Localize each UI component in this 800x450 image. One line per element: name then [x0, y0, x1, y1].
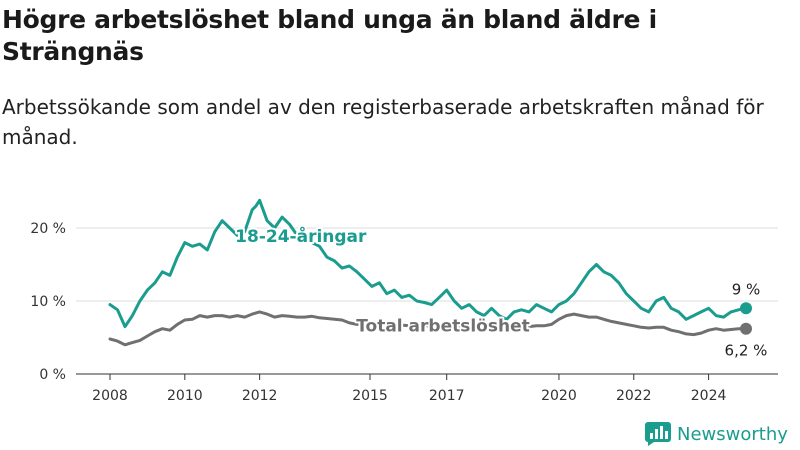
- y-tick-label: 10 %: [30, 294, 66, 310]
- series-line: [108, 310, 748, 347]
- series-layer: [108, 198, 752, 347]
- chart-subtitle: Arbetssökande som andel av den registerb…: [2, 95, 764, 149]
- y-tick-label: 0 %: [39, 367, 66, 383]
- x-tick-label: 2012: [242, 388, 278, 404]
- series-end-point: [740, 302, 752, 315]
- chart-title: Högre arbetslöshet bland unga än bland ä…: [2, 5, 657, 66]
- series-end-point: [740, 322, 752, 335]
- x-tick-label: 2015: [352, 388, 388, 404]
- x-tick-label: 2017: [429, 388, 465, 404]
- x-tick-label: 2020: [541, 388, 577, 404]
- bar-chart-logo-icon: [645, 422, 671, 446]
- series-end-label: 9 %: [732, 280, 761, 298]
- axes: 0 % 10 % 20 % 2008 2010 2012 2015 2017 2020 2022 2…: [30, 221, 778, 404]
- series-labels: 9 % 6,2 % 18-24-åringar Total arbetslöshet: [233, 223, 768, 360]
- brand-logo: Newsworthy: [645, 419, 788, 449]
- x-tick-label: 2008: [92, 388, 128, 404]
- brand-name: Newsworthy: [677, 423, 788, 445]
- series-name-label: 18-24-åringar: [235, 225, 367, 247]
- series-end-label: 6,2 %: [725, 342, 768, 360]
- x-tick-label: 2010: [167, 388, 203, 404]
- x-tick-label: 2024: [691, 388, 727, 404]
- series-name-label: Total arbetslöshet: [356, 317, 530, 337]
- y-tick-label: 20 %: [30, 221, 66, 237]
- series-line: [108, 198, 748, 329]
- x-tick-label: 2022: [616, 388, 652, 404]
